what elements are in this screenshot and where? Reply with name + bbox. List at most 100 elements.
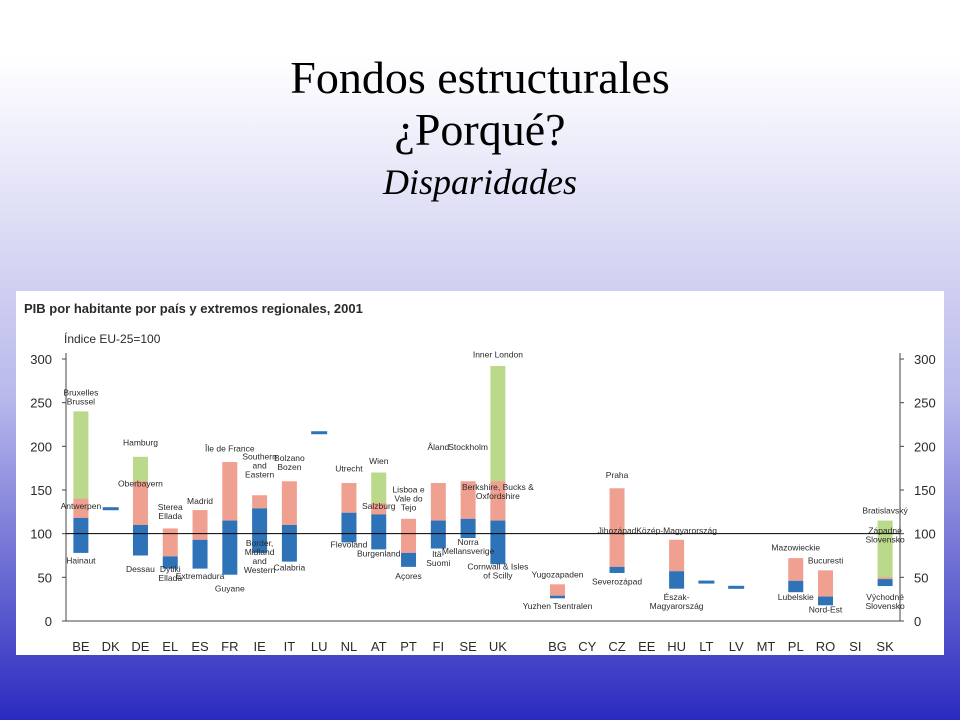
bar-lower-cz — [609, 566, 625, 573]
region-label-line: Západné — [868, 526, 902, 536]
x-tick-label-it: IT — [284, 639, 296, 654]
region-label-line: Ellada — [158, 511, 182, 521]
region-label-line: Bratislavský — [862, 506, 908, 516]
region-label: Border, Midland and Western — [244, 538, 276, 575]
region-label-line: Slovensko — [865, 601, 904, 611]
bar-lower-el — [162, 556, 178, 569]
region-label-line: Açores — [395, 571, 421, 581]
slide-title-question: ¿Porqué? — [394, 104, 566, 155]
region-label-line: and — [253, 460, 267, 470]
region-label-line: Észak- — [664, 592, 690, 602]
bar-lower-uk — [490, 520, 506, 565]
x-tick-label-uk: UK — [489, 639, 507, 654]
x-tick-label-el: EL — [162, 639, 178, 654]
x-tick-label-be: BE — [72, 639, 90, 654]
bar-upper-hu — [669, 539, 685, 572]
y-tick-label-left: 250 — [30, 396, 52, 411]
bar-lower-se — [460, 518, 476, 539]
y-tick-label-left: 150 — [30, 483, 52, 498]
region-label: Východné Slovensko — [865, 592, 904, 611]
region-label: Yuzhen Tsentralen — [523, 601, 593, 611]
region-label-line: Vale do — [394, 494, 422, 504]
region-label-line: Dytiki — [160, 564, 181, 574]
region-label-line: Itä- — [432, 549, 444, 559]
bar-lower-hu — [669, 571, 685, 589]
national-mark-lt — [698, 580, 715, 584]
bar-lower-pt — [401, 552, 417, 567]
region-label-line: Ellada — [158, 573, 182, 583]
region-label-line: Île de France — [204, 444, 255, 454]
region-label-line: Mazowieckie — [771, 542, 820, 552]
y-tick-label-left: 0 — [45, 614, 52, 629]
region-label-line: Madrid — [187, 496, 213, 506]
bar-upper-sk — [877, 520, 893, 580]
region-label: Mazowieckie — [771, 542, 820, 552]
region-label: Lisboa e Vale do Tejo — [392, 485, 424, 513]
region-label-line: Oberbayern — [118, 479, 163, 489]
bar-upper-pl — [788, 558, 804, 581]
bar-upper-es — [192, 510, 208, 540]
national-mark-lu — [311, 431, 328, 435]
y-tick-label-left: 300 — [30, 352, 52, 367]
region-label-line: of Scilly — [483, 570, 513, 580]
region-label: Észak-Magyarország — [650, 592, 704, 611]
region-label-line: Suomi — [426, 558, 450, 568]
region-label-line: Bucuresti — [808, 555, 844, 565]
x-tick-label-ee: EE — [638, 639, 656, 654]
region-label: Západné Slovensko — [865, 526, 904, 545]
region-label-line: Yuzhen Tsentralen — [523, 601, 593, 611]
x-tick-label-cy: CY — [578, 639, 596, 654]
region-label: Hamburg — [123, 437, 158, 447]
bar-upper-pt — [401, 518, 417, 553]
region-label-line: Dessau — [126, 564, 155, 574]
x-tick-label-pt: PT — [400, 639, 417, 654]
region-label-line: Border, — [246, 538, 273, 548]
x-tick-label-de: DE — [131, 639, 149, 654]
region-label: Guyane — [215, 583, 245, 593]
bar-upper-el — [162, 528, 178, 557]
region-label-line: Inner London — [473, 349, 523, 359]
bar-high-de — [132, 481, 148, 525]
region-label: Itä-Suomi — [426, 549, 450, 568]
region-label: Hainaut — [66, 555, 96, 565]
y-tick-label-right: 150 — [914, 483, 936, 498]
slide-subtitle: Disparidades — [382, 162, 577, 202]
bar-upper-ie — [252, 495, 268, 509]
region-label-line: Antwerpen — [61, 501, 102, 511]
region-label-line: Bolzano — [274, 453, 305, 463]
region-label: Cornwall & Isles of Scilly — [467, 561, 528, 580]
region-label-line: Praha — [606, 470, 629, 480]
region-label: Oberbayern — [118, 479, 163, 489]
bar-lower-es — [192, 539, 208, 569]
x-tick-label-se: SE — [459, 639, 477, 654]
x-tick-label-bg: BG — [548, 639, 567, 654]
region-label: Inner London — [473, 349, 523, 359]
region-label-line: Nord-Est — [809, 604, 843, 614]
national-mark-dk — [102, 507, 119, 511]
region-label-line: Burgenland — [357, 548, 401, 558]
region-label: Berkshire, Bucks & Oxfordshire — [462, 482, 534, 501]
region-label-line: Hamburg — [123, 437, 158, 447]
x-tick-label-cz: CZ — [608, 639, 625, 654]
y-tick-label-right: 0 — [914, 614, 921, 629]
region-label-line: Slovensko — [865, 535, 904, 545]
bar-upper-ro — [818, 570, 834, 597]
bar-lower-bg — [549, 595, 565, 599]
region-label-line: Utrecht — [335, 464, 363, 474]
x-tick-label-lv: LV — [729, 639, 744, 654]
bar-lower-ie — [252, 508, 268, 553]
region-label: Calabria — [274, 562, 306, 572]
region-label-line: Bruxelles — [63, 388, 98, 398]
bar-upper-fi — [430, 483, 446, 521]
region-label-line: Berkshire, Bucks & — [462, 482, 534, 492]
region-label: Utrecht — [335, 464, 363, 474]
region-label: Bratislavský — [862, 506, 908, 516]
region-label: Burgenland — [357, 548, 401, 558]
y-tick-label-right: 100 — [914, 527, 936, 542]
bar-upper-bg — [549, 584, 565, 596]
region-label: Åland — [427, 442, 449, 452]
y-tick-label-left: 100 — [30, 527, 52, 542]
region-label: Dytiki Ellada — [158, 564, 182, 583]
x-tick-label-sk: SK — [876, 639, 894, 654]
bar-lower-sk — [877, 579, 893, 587]
